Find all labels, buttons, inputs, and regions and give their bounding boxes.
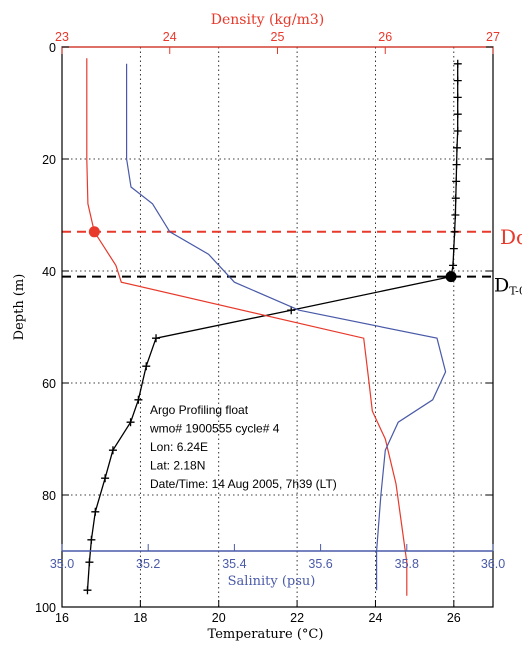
temperature-axis-tick-label: 18 — [133, 611, 147, 625]
d-sigma-point — [88, 226, 100, 238]
temperature-marker — [452, 160, 461, 169]
annotation-line: Lat: 2.18N — [150, 459, 205, 473]
density-axis-title: Density (kg/m3) — [211, 12, 324, 28]
temperature-marker — [453, 110, 462, 119]
annotation-box: Argo Profiling float wmo# 1900555 cycle# … — [149, 403, 337, 491]
salinity-axis-title: Salinity (psu) — [228, 574, 316, 589]
d-t02-label: DT-02 — [494, 275, 522, 298]
depth-tick-label: 20 — [42, 153, 56, 167]
temperature-marker — [451, 194, 460, 203]
temperature-marker — [85, 558, 94, 567]
data-series — [83, 58, 462, 596]
depth-tick-label: 60 — [42, 377, 56, 391]
temperature-marker — [83, 586, 92, 595]
temperature-marker — [452, 143, 461, 152]
temperature-axis-tick-label: 20 — [212, 611, 226, 625]
depth-tick-label: 0 — [49, 41, 56, 55]
temperature-marker — [453, 127, 462, 135]
temperature-axis-tick-label: 26 — [447, 611, 461, 625]
salinity-axis-tick-label: 35.8 — [395, 557, 419, 571]
temperature-marker — [450, 227, 459, 236]
depth-axis-title: Depth (m) — [12, 274, 27, 341]
temperature-marker — [142, 362, 151, 371]
salinity-profile-line — [125, 63, 447, 591]
salinity-axis-tick-label: 35.0 — [50, 557, 74, 571]
salinity-axis-tick-label: 35.6 — [308, 557, 332, 571]
axes: 16 18 20 22 24 26 23 24 25 26 27 35.0 35.2 35.4 35.6 35… — [12, 12, 505, 642]
temperature-marker — [451, 211, 460, 219]
temperature-marker — [87, 535, 96, 544]
temperature-marker — [449, 261, 458, 270]
temperature-marker — [91, 507, 100, 516]
temperature-marker — [152, 334, 161, 343]
salinity-axis-tick-label: 36.0 — [481, 557, 505, 571]
density-axis-tick-label: 25 — [271, 30, 285, 44]
temperature-marker — [453, 59, 462, 68]
density-axis-tick-label: 23 — [55, 30, 69, 44]
density-axis-tick-label: 27 — [486, 30, 500, 44]
temperature-axis-title: Temperature (°C) — [208, 627, 324, 642]
temperature-marker — [126, 418, 135, 427]
temperature-marker — [452, 177, 461, 186]
density-axis-tick-label: 26 — [378, 30, 392, 44]
annotation-line: wmo# 1900555 cycle# 4 — [149, 422, 280, 436]
annotation-line: Argo Profiling float — [150, 403, 249, 417]
grid — [62, 47, 493, 607]
depth-tick-label: 40 — [42, 265, 56, 279]
depth-tick-label: 80 — [42, 489, 56, 503]
temperature-marker — [449, 244, 458, 253]
temperature-axis-tick-label: 16 — [55, 611, 69, 625]
temperature-marker — [134, 395, 143, 404]
density-axis-tick-label: 24 — [163, 30, 177, 44]
reference-lines: Dσ DT-02 — [62, 225, 522, 298]
salinity-axis-tick-label: 35.4 — [222, 557, 246, 571]
temperature-marker — [453, 93, 462, 102]
temperature-axis-tick-label: 22 — [290, 611, 304, 625]
d-t02-point — [445, 271, 457, 283]
annotation-line: Date/Time: 14 Aug 2005, 7h39 (LT) — [150, 477, 337, 491]
annotation-line: Lon: 6.24E — [150, 440, 208, 454]
temperature-marker — [108, 446, 117, 455]
temperature-marker — [453, 76, 462, 85]
temperature-marker — [101, 474, 110, 483]
temperature-axis-tick-label: 24 — [369, 611, 383, 625]
salinity-axis-tick-label: 35.2 — [136, 557, 160, 571]
d-sigma-label: Dσ — [500, 225, 522, 249]
depth-tick-label: 100 — [35, 601, 56, 615]
density-profile-line — [86, 58, 408, 596]
temperature-marker — [287, 306, 296, 315]
